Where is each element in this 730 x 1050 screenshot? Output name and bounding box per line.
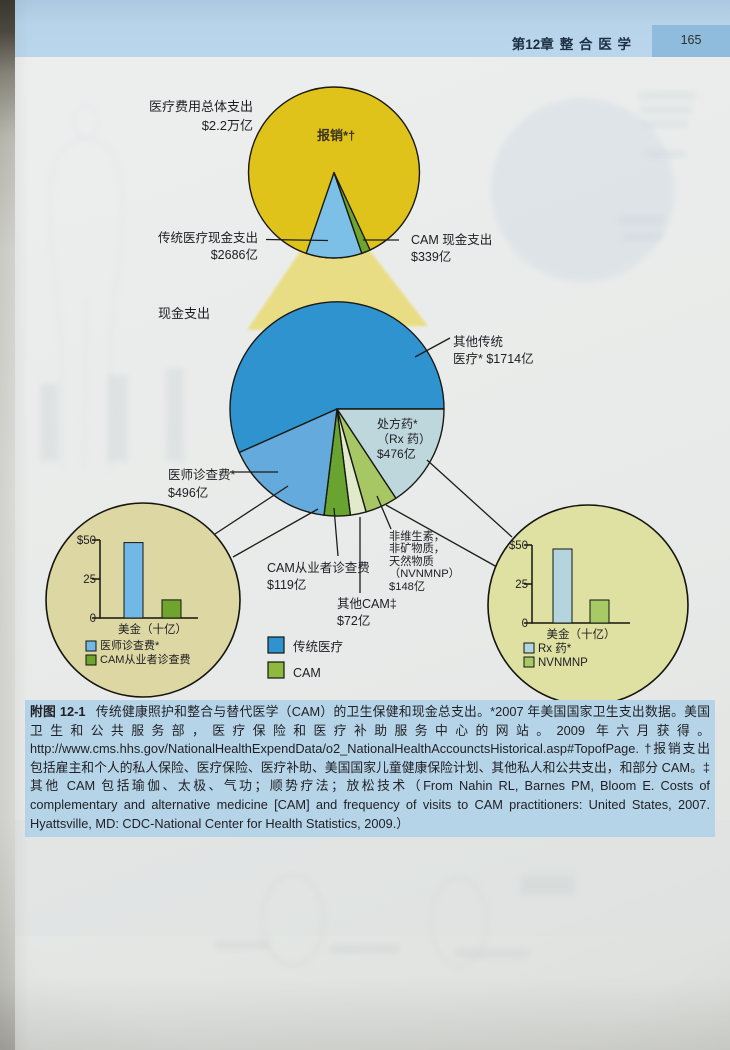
right-inset-legend-swatch-lightgreen	[523, 656, 535, 668]
top-pie-reimbursed-label: 报销*†	[317, 128, 356, 143]
left-inset-tick-50: $50	[76, 535, 96, 547]
right-inset-x-label: 美金（十亿）	[546, 629, 616, 641]
main-legend-cam: CAM	[293, 666, 321, 680]
right-inset-tick-25: 25	[515, 579, 528, 591]
top-pie-cam-cash-label: CAM 现金支出 $339亿	[411, 233, 493, 264]
left-inset-chart	[45, 502, 241, 698]
left-inset-legend-swatch-blue	[85, 640, 97, 652]
ghost-bottom-band	[15, 820, 730, 967]
cash-pie-other-conventional-slice	[229, 301, 445, 454]
rx-label: 处方药* （Rx 药） $476亿	[377, 417, 432, 461]
other-conventional-label: 其他传统 医疗* $1714亿	[453, 335, 534, 366]
page-number: 165	[680, 33, 702, 47]
cam-practitioner-label: CAM从业者诊查费 $119亿	[267, 561, 370, 592]
top-pie-total-label: 医疗费用总体支出 $2.2万亿	[148, 99, 253, 133]
figure-caption: 附图 12-1 传统健康照护和整合与替代医学（CAM）的卫生保健和现金总支出。*2…	[25, 700, 715, 838]
top-pie-conventional-cash-label: 传统医疗现金支出 $2686亿	[157, 231, 258, 262]
right-inset-bar-nvnmnp	[589, 599, 610, 624]
main-legend-swatch-conventional	[267, 636, 285, 654]
page-edge-shadow	[0, 0, 15, 1050]
left-inset-tick-25: 25	[83, 574, 96, 586]
other-cam-label: 其他CAM‡ $72亿	[337, 597, 397, 628]
right-inset-legend-1: Rx 药*	[538, 643, 572, 655]
right-inset-legend-2: NVNMNP	[538, 657, 588, 669]
cash-pie-title: 现金支出	[158, 306, 211, 321]
right-inset-tick-50: $50	[508, 540, 528, 552]
chapter-header: 第12章整 合 医 学	[512, 33, 632, 53]
physician-label: 医师诊查费* $496亿	[168, 468, 236, 500]
figure-caption-number: 附图 12-1	[30, 704, 86, 719]
pie-connector-beam	[247, 247, 428, 330]
left-inset-legend-1: 医师诊查费*	[100, 640, 160, 652]
main-legend-swatch-cam	[267, 661, 285, 679]
main-legend-conventional: 传统医疗	[293, 640, 344, 654]
top-pie-cam-cash-slice	[333, 171, 371, 254]
chapter-title: 整 合 医 学	[559, 37, 632, 52]
right-inset-chart	[487, 504, 689, 706]
right-inset-bar-rx	[552, 548, 573, 624]
left-inset-bar-cam-practitioner	[161, 599, 182, 619]
left-inset-x-label: 美金（十亿）	[118, 624, 187, 636]
page-number-box	[652, 25, 730, 57]
left-inset-tick-0: 0	[89, 613, 96, 625]
right-inset-legend-swatch-lightblue	[523, 642, 535, 654]
left-inset-bar-physician	[123, 542, 144, 619]
header-band	[15, 0, 730, 57]
right-inset-circle	[487, 504, 689, 706]
chapter-number: 第12章	[511, 37, 554, 52]
left-inset-legend-swatch-green	[85, 654, 97, 666]
cash-pie-rx-slice	[336, 408, 445, 499]
left-inset-legend-2: CAM从业者诊查费	[100, 654, 191, 666]
nvnmnp-label: 非维生素， 非矿物质， 天然物质 （NVNMNP） $148亿	[389, 531, 460, 593]
ghost-text-smudges-right	[618, 92, 696, 241]
right-inset-tick-0: 0	[521, 618, 528, 630]
figure-caption-text: 传统健康照护和整合与替代医学（CAM）的卫生保健和现金总支出。*2007 年美国…	[30, 704, 710, 831]
pointer-lines	[214, 238, 513, 593]
ghost-bars-left	[40, 368, 184, 461]
